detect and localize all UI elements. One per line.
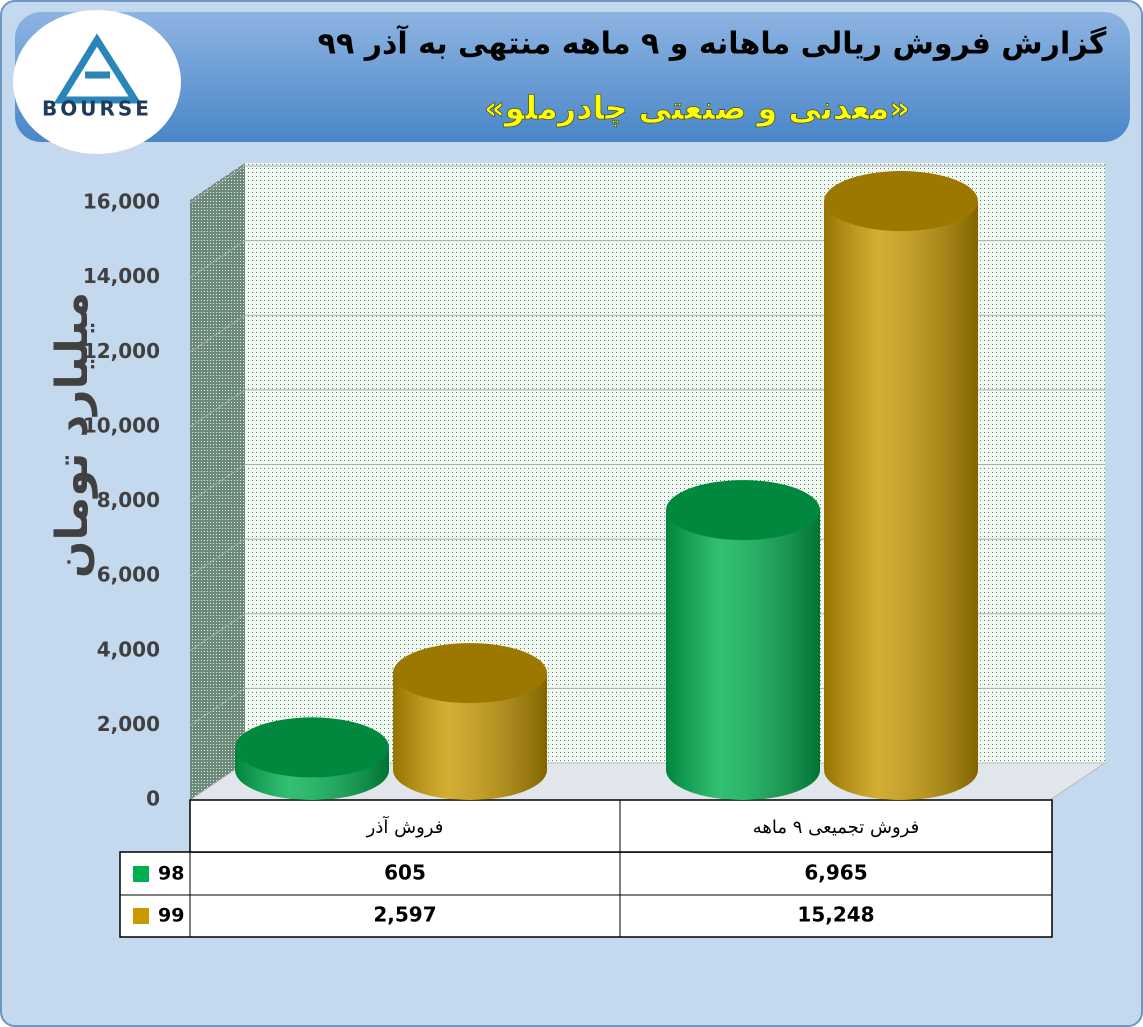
grid-line [189, 240, 246, 279]
grid-line [189, 613, 246, 652]
logo-text: BOURSE [42, 97, 152, 121]
bar-shade [824, 201, 978, 800]
bar-top [824, 171, 978, 232]
logo-icon [53, 33, 142, 104]
y-tick-label: 8,000 [97, 488, 160, 512]
bar-top [235, 717, 389, 778]
grid-line [189, 314, 246, 353]
x-tick-label: فروش آذر [366, 815, 444, 838]
legend-swatch [133, 866, 149, 882]
y-tick-label: 2,000 [97, 712, 160, 736]
y-tick-label: 12,000 [83, 339, 160, 363]
chart-title: گزارش فروش ریالی ماهانه و ۹ ماهه منتهی ب… [318, 25, 1107, 62]
table-value: 605 [384, 861, 426, 885]
x-tick-label: فروش تجمیعی ۹ ماهه [753, 817, 919, 838]
y-axis-label: میلیارد تومان [47, 292, 98, 578]
grid-line [189, 687, 246, 726]
y-tick-label: 0 [146, 787, 160, 811]
bar-top [666, 480, 820, 541]
grid-line [189, 389, 246, 428]
table-header [189, 799, 1053, 853]
side-wall [190, 163, 245, 800]
bar-top-shade [666, 480, 820, 541]
grid-line [189, 464, 246, 502]
grid-line [189, 165, 246, 204]
bar-top-shade [235, 717, 389, 778]
table-value: 6,965 [804, 861, 867, 885]
bar-top-shade [393, 643, 547, 704]
legend-swatch [133, 908, 149, 924]
legend-label: 99 [158, 905, 184, 927]
y-tick-label: 14,000 [83, 264, 160, 288]
y-tick-label: 16,000 [83, 190, 160, 214]
chart-subtitle: «معدنی و صنعتی چادرملو» [484, 89, 910, 127]
y-tick-label: 6,000 [97, 563, 160, 587]
bar-shade [393, 673, 547, 800]
header-banner [15, 12, 1130, 142]
bar-shade [666, 510, 820, 800]
table-value: 2,597 [373, 903, 436, 927]
data-table [119, 799, 1053, 938]
bar-top [393, 643, 547, 704]
bar-top-shade [824, 171, 978, 232]
legend-label: 98 [158, 863, 184, 885]
y-tick-label: 10,000 [83, 413, 160, 437]
logo-badge [13, 10, 181, 154]
table-value: 15,248 [797, 903, 874, 927]
grid-line [189, 538, 246, 577]
y-tick-label: 4,000 [97, 637, 160, 661]
